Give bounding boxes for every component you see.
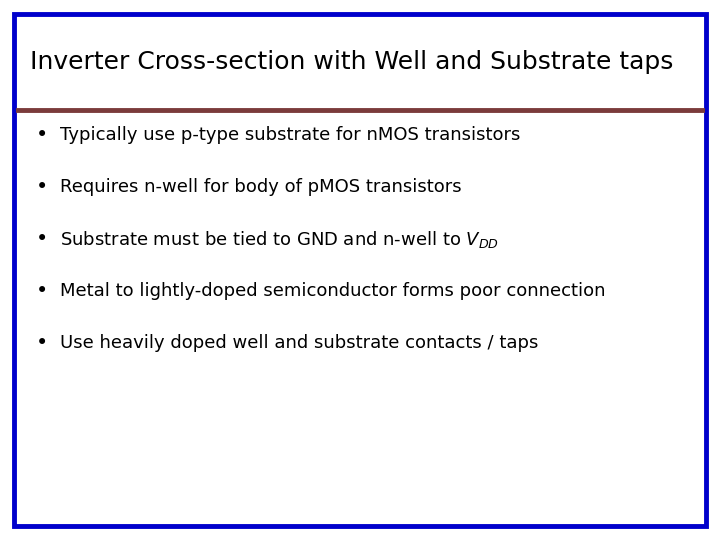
Text: Inverter Cross-section with Well and Substrate taps: Inverter Cross-section with Well and Sub…	[30, 50, 673, 74]
Text: •: •	[36, 333, 48, 353]
Text: •: •	[36, 229, 48, 249]
Text: Metal to lightly-doped semiconductor forms poor connection: Metal to lightly-doped semiconductor for…	[60, 282, 606, 300]
Text: Use heavily doped well and substrate contacts / taps: Use heavily doped well and substrate con…	[60, 334, 539, 352]
Text: •: •	[36, 125, 48, 145]
Text: Typically use p-type substrate for nMOS transistors: Typically use p-type substrate for nMOS …	[60, 126, 521, 144]
Text: •: •	[36, 177, 48, 197]
Text: Substrate must be tied to GND and n-well to $V_{DD}$: Substrate must be tied to GND and n-well…	[60, 228, 499, 249]
Text: •: •	[36, 281, 48, 301]
Text: Requires n-well for body of pMOS transistors: Requires n-well for body of pMOS transis…	[60, 178, 462, 196]
